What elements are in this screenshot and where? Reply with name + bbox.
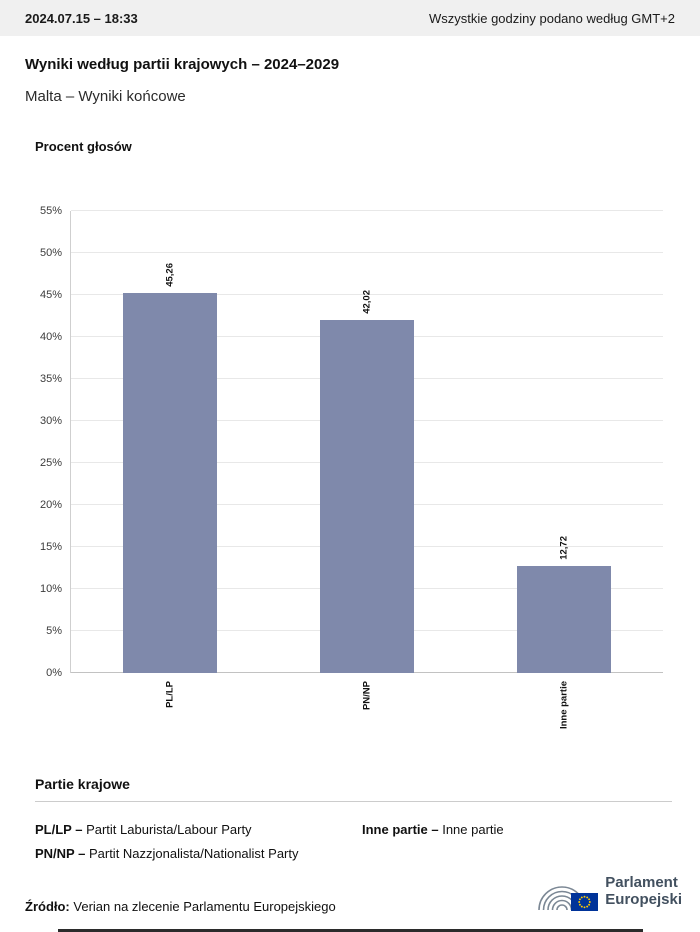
source-note: Źródło: Verian na zlecenie Parlamentu Eu… [25,899,336,914]
y-tick-label: 55% [39,205,62,217]
y-tick-label: 10% [39,583,62,595]
bottom-divider [58,929,643,932]
party-legend: PL/LP – Partit Laburista/Labour Party PN… [35,822,672,870]
source-label: Źródło: [25,899,70,914]
legend-heading: Partie krajowe [35,776,130,792]
legend-entry: PL/LP – Partit Laburista/Labour Party [35,822,362,837]
legend-column-1: PL/LP – Partit Laburista/Labour Party PN… [35,822,362,870]
plot-area: 45,26 PL/LP 42,02 PN/NP 12,72 Inne partie [70,210,663,729]
party-name: Partit Nazzjonalista/Nationalist Party [88,846,299,861]
bar-value-label: 42,02 [361,290,373,315]
gridline [71,210,663,211]
y-tick-label: 0% [46,667,62,679]
bar-pl-lp[interactable]: 45,26 PL/LP [122,263,217,708]
party-abbr: PN/NP – [35,846,86,861]
legend-entry: PN/NP – Partit Nazzjonalista/Nationalist… [35,846,362,861]
datetime-label: 2024.07.15 – 18:33 [25,10,138,26]
gridline [71,294,663,295]
party-name: Inne partie [442,822,504,837]
chart-title: Procent głosów [35,139,132,154]
page-subtitle: Malta – Wyniki końcowe [25,88,186,105]
bar-value-label: 45,26 [164,263,176,287]
legend-entry: Inne partie – Inne partie [362,822,672,837]
page-title: Wyniki według partii krajowych – 2024–20… [25,56,340,73]
y-tick-label: 45% [39,289,62,301]
y-axis: 0% 5% 10% 15% 20% 25% 30% 35% 40% 45% 50% 55% [0,205,62,679]
gridline [71,252,663,253]
ep-logo-line2: Europejski [605,891,682,908]
x-axis-label: PN/NP [361,681,373,711]
ep-hemicycle-flag-icon [538,886,599,911]
y-tick-label: 5% [46,625,62,637]
y-tick-label: 25% [39,457,62,469]
y-tick-label: 20% [39,499,62,511]
european-parliament-logo[interactable]: Parlament Europejski [533,869,682,915]
party-abbr: PL/LP – [35,822,83,837]
x-axis-label: Inne partie [558,681,570,730]
y-tick-label: 35% [39,373,62,385]
bar-inne-partie[interactable]: 12,72 Inne partie [517,536,612,729]
y-tick-label: 15% [39,541,62,553]
legend-column-2: Inne partie – Inne partie [362,822,672,870]
top-bar: 2024.07.15 – 18:33 Wszystkie godziny pod… [0,0,700,36]
source-text: Verian na zlecenie Parlamentu Europejski… [73,899,336,914]
bar-value-label: 12,72 [558,536,570,561]
party-name: Partit Laburista/Labour Party [86,822,252,837]
timezone-note: Wszystkie godziny podano według GMT+2 [428,10,675,26]
ep-logo-line1: Parlament [605,874,678,892]
x-axis-label: PL/LP [164,681,176,708]
y-tick-label: 50% [39,247,62,259]
y-tick-label: 40% [39,331,62,343]
ep-logo-text: Parlament Europejski [605,874,682,909]
legend-divider [35,801,672,802]
party-abbr: Inne partie – [362,822,439,837]
y-tick-label: 30% [39,415,62,427]
bar-pn-np[interactable]: 42,02 PN/NP [320,290,414,710]
